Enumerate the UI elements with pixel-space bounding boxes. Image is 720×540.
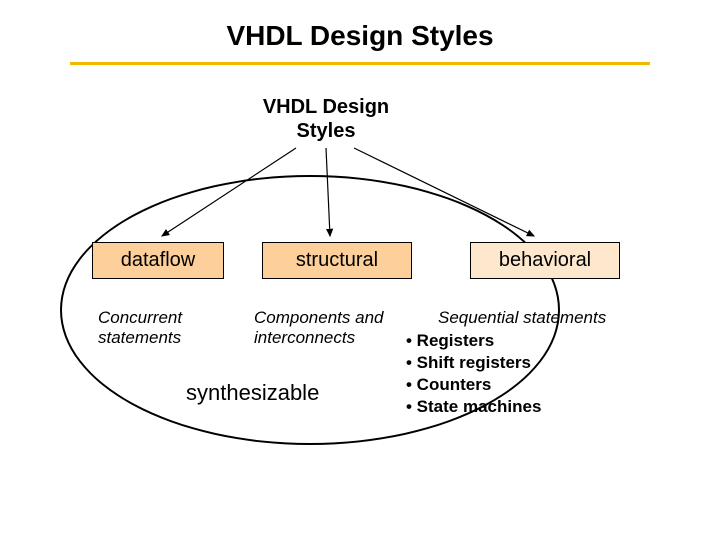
bullet-item: • Registers — [406, 330, 541, 352]
box-dataflow: dataflow — [92, 242, 224, 279]
synthesizable-label: synthesizable — [186, 380, 319, 406]
bullet-list: • Registers• Shift registers• Counters• … — [406, 330, 541, 418]
box-structural: structural — [262, 242, 412, 279]
bullet-item: • Shift registers — [406, 352, 541, 374]
diagram-root-label: VHDL Design Styles — [236, 95, 416, 143]
desc-structural: Components and interconnects — [254, 308, 383, 349]
bullet-item: • Counters — [406, 374, 541, 396]
page-title: VHDL Design Styles — [0, 0, 720, 52]
desc-dataflow: Concurrent statements — [98, 308, 182, 349]
title-underline — [70, 62, 650, 65]
bullet-item: • State machines — [406, 396, 541, 418]
box-behavioral: behavioral — [470, 242, 620, 279]
desc-behavioral: Sequential statements — [438, 308, 606, 328]
